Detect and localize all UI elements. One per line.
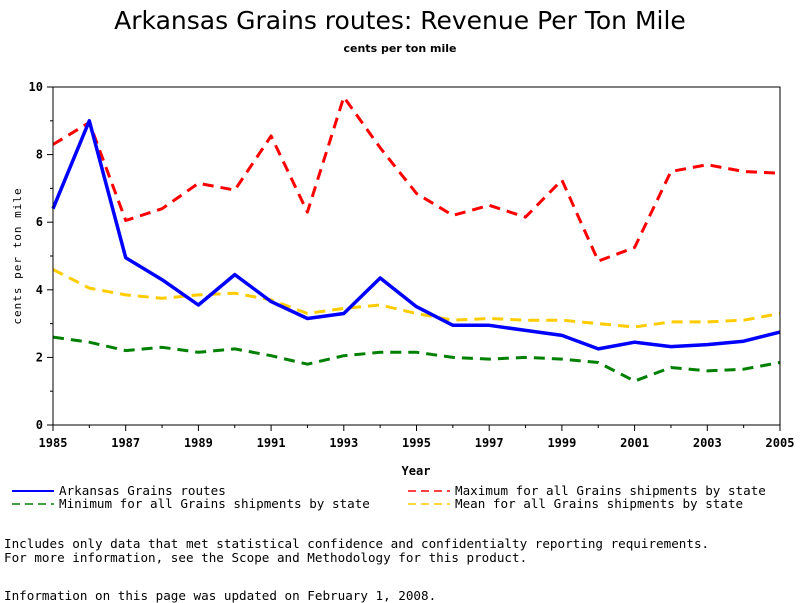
x-tick-label: 1993 [329,436,358,450]
legend-label-0: Arkansas Grains routes [59,483,226,498]
x-tick-label: 1985 [39,436,68,450]
x-tick-label: 1989 [184,436,213,450]
series-lines [51,95,781,383]
chart-title: Arkansas Grains routes: Revenue Per Ton … [114,6,686,35]
x-tick-label: 1991 [257,436,286,450]
x-tick-labels: 1985 1987 1989 1991 1993 1995 1997 1999 2001 2003… [39,436,795,450]
plot-area-frame [52,86,781,426]
x-tick-label: 1999 [547,436,576,450]
y-tick-label: 10 [29,80,43,94]
series-line-0 [51,119,781,351]
y-tick-label: 0 [36,418,43,432]
x-tick-label: 1987 [111,436,140,450]
x-tick-label: 1995 [402,436,431,450]
x-tick-label: 2001 [620,436,649,450]
x-axis-label: Year [402,464,431,478]
legend-label-3: Mean for all Grains shipments by state [455,496,743,511]
axis-ticks [47,86,781,431]
legend: Arkansas Grains routes Maximum for all Gr… [12,483,766,511]
x-tick-label: 2003 [693,436,722,450]
x-tick-label: 1997 [475,436,504,450]
legend-label-2: Minimum for all Grains shipments by stat… [59,496,370,511]
y-axis-label: cents per ton mile [11,187,24,324]
series-line-3 [52,268,781,329]
series-line-1 [52,95,781,263]
y-tick-label: 8 [36,148,43,162]
y-tick-label: 6 [36,215,43,229]
legend-label-1: Maximum for all Grains shipments by stat… [455,483,766,498]
footnote-confidentiality: Includes only data that met statistical … [4,536,710,551]
y-tick-label: 4 [36,283,43,297]
footnote-methodology: For more information, see the Scope and … [4,550,528,565]
line-chart: 1985 1987 1989 1991 1993 1995 1997 1999 2001 2003… [11,80,795,511]
footnote-updated: Information on this page was updated on … [4,588,437,603]
y-tick-label: 2 [36,350,43,364]
y-tick-labels: 0 2 4 6 8 10 [29,80,43,432]
x-tick-label: 2005 [766,436,795,450]
chart-subtitle: cents per ton mile [343,42,457,55]
series-line-2 [52,335,781,383]
